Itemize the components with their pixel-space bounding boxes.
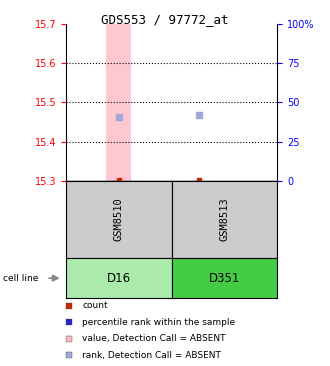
Text: D351: D351 xyxy=(209,272,240,285)
Text: GDS553 / 97772_at: GDS553 / 97772_at xyxy=(101,13,229,26)
Text: value, Detection Call = ABSENT: value, Detection Call = ABSENT xyxy=(82,334,226,343)
Text: GSM8510: GSM8510 xyxy=(114,198,124,242)
Text: D16: D16 xyxy=(107,272,131,285)
Bar xyxy=(106,24,131,181)
Text: percentile rank within the sample: percentile rank within the sample xyxy=(82,318,236,326)
Text: cell line: cell line xyxy=(3,274,39,283)
Text: count: count xyxy=(82,301,108,310)
Text: GSM8513: GSM8513 xyxy=(219,198,229,242)
Text: rank, Detection Call = ABSENT: rank, Detection Call = ABSENT xyxy=(82,351,221,359)
